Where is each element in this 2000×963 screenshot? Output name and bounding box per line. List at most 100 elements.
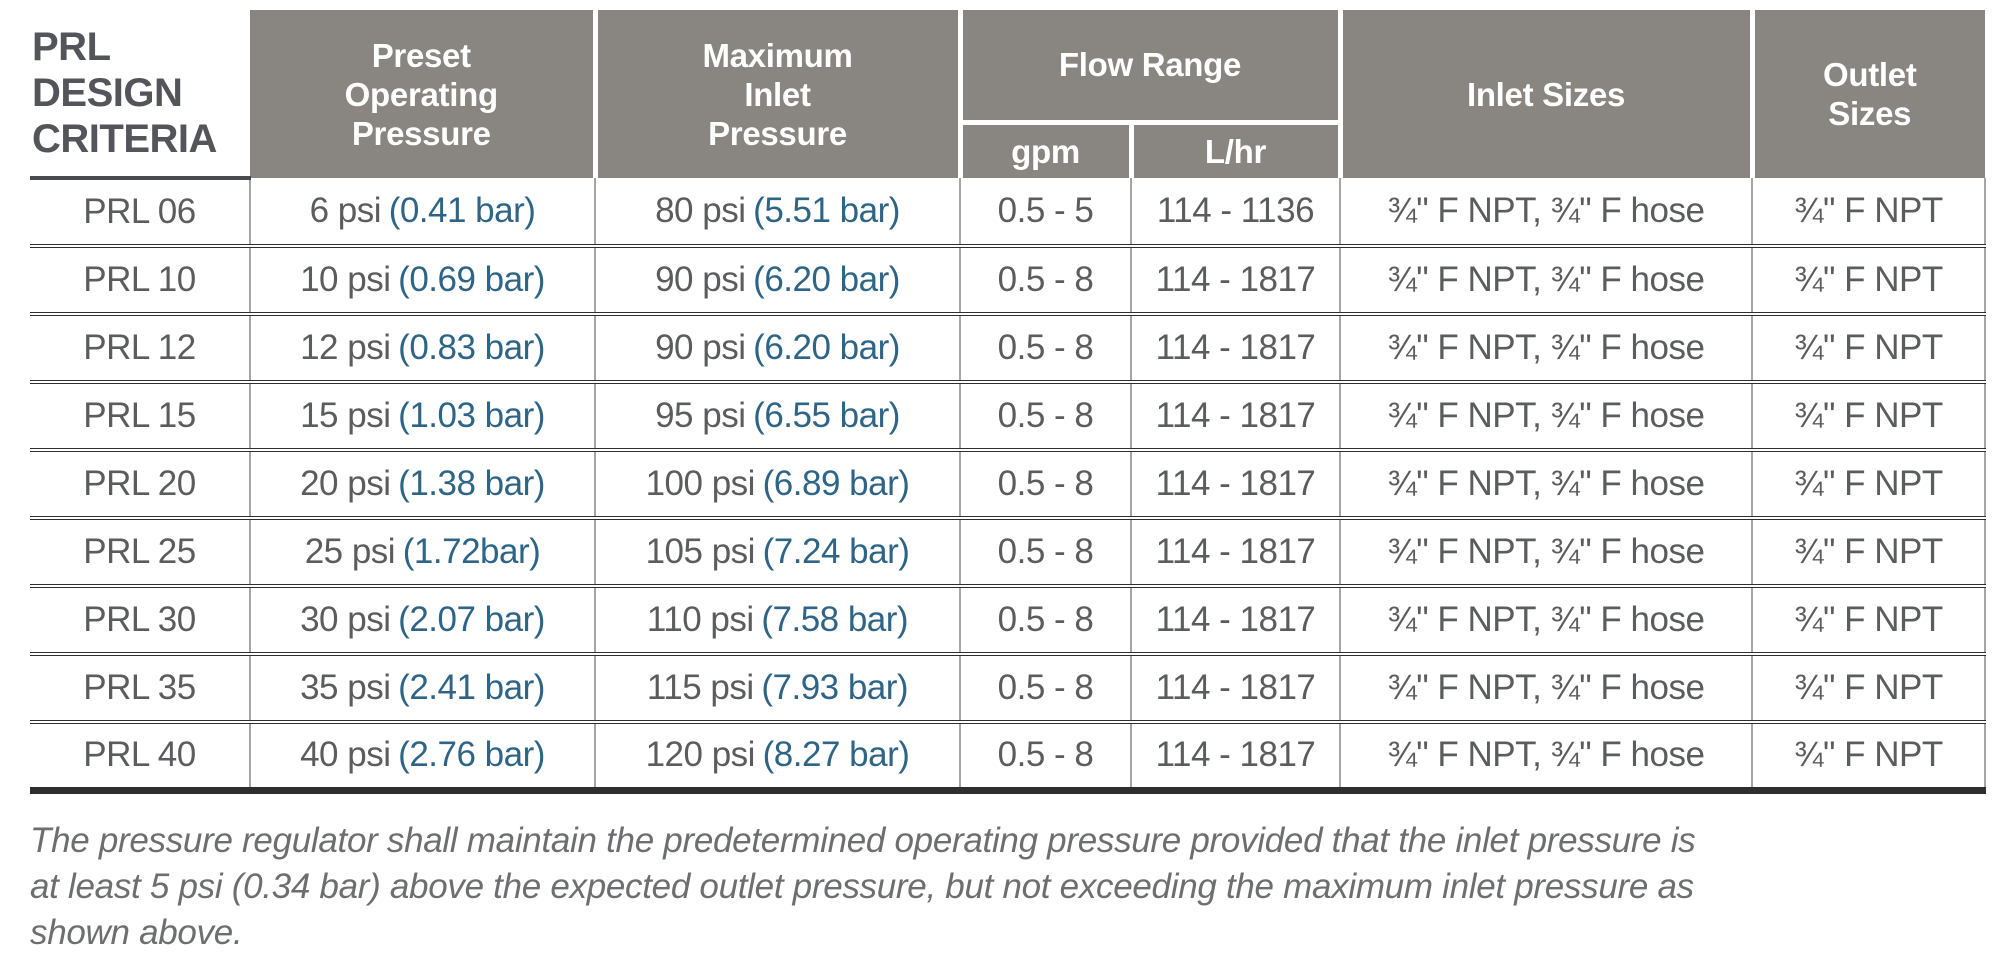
psi-value: 110 psi (646, 600, 754, 639)
flow-gpm-cell: 0.5 - 8 (959, 314, 1131, 384)
flow-lhr-cell: 114 - 1817 (1130, 314, 1340, 384)
table-row: PRL 35 35 psi (2.41 bar) 115 psi (7.93 bar… (30, 654, 1986, 724)
footnote-line: at least 5 psi (0.34 bar) above the expe… (30, 867, 1694, 906)
table-header: PRL DESIGN CRITERIA Preset Operating Pre… (30, 10, 1985, 180)
preset-pressure-cell: 35 psi (2.41 bar) (249, 654, 595, 724)
psi-value: 100 psi (645, 464, 756, 503)
flow-gpm-cell: 0.5 - 8 (959, 450, 1131, 520)
table-title-line: DESIGN (32, 71, 183, 115)
header-line: Operating (344, 75, 498, 113)
flow-lhr-cell: 114 - 1817 (1130, 586, 1340, 656)
outlet-sizes-cell: ¾" F NPT (1751, 586, 1986, 656)
outlet-sizes-cell: ¾" F NPT (1751, 314, 1986, 384)
table-row: PRL 30 30 psi (2.07 bar) 110 psi (7.58 bar… (30, 586, 1986, 656)
preset-pressure-cell: 30 psi (2.07 bar) (249, 586, 595, 656)
bar-value: (6.89 bar) (762, 464, 910, 503)
header-line: Sizes (1828, 95, 1912, 132)
outlet-sizes-cell: ¾" F NPT (1751, 382, 1986, 452)
table-row: PRL 25 25 psi (1.72bar) 105 psi (7.24 bar)… (30, 518, 1986, 588)
model-cell: PRL 20 (30, 450, 250, 520)
preset-pressure-cell: 12 psi (0.83 bar) (249, 314, 595, 384)
flow-gpm-cell: 0.5 - 8 (959, 382, 1131, 452)
max-inlet-pressure-cell: 90 psi (6.20 bar) (594, 314, 960, 384)
psi-value: 6 psi (309, 191, 382, 230)
psi-value: 20 psi (300, 464, 391, 503)
model-cell: PRL 25 (30, 518, 250, 588)
inlet-sizes-cell: ¾" F NPT, ¾" F hose (1339, 246, 1752, 316)
psi-value: 105 psi (645, 532, 756, 571)
table-title-line: PRL (32, 25, 111, 69)
bar-value: (8.27 bar) (762, 735, 910, 775)
psi-value: 25 psi (304, 532, 396, 571)
table-row: PRL 20 20 psi (1.38 bar) 100 psi (6.89 bar… (30, 450, 1986, 520)
model-cell: PRL 15 (30, 382, 250, 452)
psi-value: 40 psi (300, 735, 391, 775)
psi-value: 12 psi (300, 328, 391, 367)
inlet-sizes-cell: ¾" F NPT, ¾" F hose (1339, 178, 1752, 248)
table-row: PRL 12 12 psi (0.83 bar) 90 psi (6.20 bar)… (30, 314, 1986, 384)
outlet-sizes-cell: ¾" F NPT (1751, 654, 1986, 724)
max-inlet-pressure-cell: 80 psi (5.51 bar) (594, 178, 960, 248)
table-title: PRL DESIGN CRITERIA (30, 10, 250, 180)
psi-value: 80 psi (655, 191, 746, 230)
footnote-line: shown above. (30, 913, 243, 952)
bar-value: (6.20 bar) (753, 328, 900, 367)
bar-value: (2.76 bar) (398, 735, 545, 775)
preset-pressure-cell: 20 psi (1.38 bar) (249, 450, 595, 520)
model-cell: PRL 40 (30, 722, 250, 794)
max-inlet-pressure-cell: 110 psi (7.58 bar) (594, 586, 960, 656)
max-inlet-pressure-cell: 95 psi (6.55 bar) (594, 382, 960, 452)
flow-gpm-cell: 0.5 - 8 (959, 722, 1131, 794)
psi-value: 95 psi (655, 396, 746, 435)
flow-gpm-cell: 0.5 - 8 (959, 586, 1131, 656)
header-line: Pressure (351, 114, 491, 152)
column-header-preset-operating-pressure: Preset Operating Pressure (250, 10, 595, 178)
bar-value: (6.55 bar) (753, 396, 900, 435)
outlet-sizes-cell: ¾" F NPT (1751, 450, 1986, 520)
design-criteria-table: PRL DESIGN CRITERIA Preset Operating Pre… (30, 10, 1986, 794)
bar-value: (2.07 bar) (398, 600, 545, 639)
preset-pressure-cell: 6 psi (0.41 bar) (249, 178, 595, 248)
flow-lhr-cell: 114 - 1817 (1130, 518, 1340, 588)
column-header-inlet-sizes: Inlet Sizes (1337, 10, 1752, 178)
max-inlet-pressure-cell: 120 psi (8.27 bar) (594, 722, 960, 794)
inlet-sizes-cell: ¾" F NPT, ¾" F hose (1339, 722, 1752, 794)
flow-lhr-cell: 114 - 1817 (1130, 382, 1340, 452)
psi-value: 10 psi (300, 260, 391, 299)
header-line: Outlet (1822, 56, 1917, 93)
prl-design-criteria-section: PRL DESIGN CRITERIA Preset Operating Pre… (30, 10, 1986, 794)
table-row: PRL 15 15 psi (1.03 bar) 95 psi (6.55 bar)… (30, 382, 1986, 452)
psi-value: 15 psi (300, 396, 391, 435)
psi-value: 90 psi (655, 328, 746, 367)
column-header-flow-range: Flow Range (957, 10, 1340, 125)
flow-gpm-cell: 0.5 - 5 (959, 178, 1131, 248)
bar-value: (2.41 bar) (398, 668, 545, 707)
flow-lhr-cell: 114 - 1817 (1130, 654, 1340, 724)
outlet-sizes-cell: ¾" F NPT (1751, 178, 1986, 248)
column-header-maximum-inlet-pressure: Maximum Inlet Pressure (592, 10, 960, 178)
flow-lhr-cell: 114 - 1136 (1130, 178, 1340, 248)
bar-value: (1.72bar) (402, 532, 541, 571)
bar-value: (7.58 bar) (761, 600, 909, 639)
inlet-sizes-cell: ¾" F NPT, ¾" F hose (1339, 586, 1752, 656)
header-line: Pressure (708, 114, 847, 152)
bar-value: (5.51 bar) (753, 191, 900, 230)
inlet-sizes-cell: ¾" F NPT, ¾" F hose (1339, 314, 1752, 384)
max-inlet-pressure-cell: 100 psi (6.89 bar) (594, 450, 960, 520)
table-title-line: CRITERIA (32, 117, 217, 161)
header-line: Inlet (744, 75, 811, 113)
flow-lhr-cell: 114 - 1817 (1130, 722, 1340, 794)
psi-value: 120 psi (645, 735, 756, 775)
footnote-line: The pressure regulator shall maintain th… (30, 821, 1696, 860)
preset-pressure-cell: 15 psi (1.03 bar) (249, 382, 595, 452)
max-inlet-pressure-cell: 115 psi (7.93 bar) (594, 654, 960, 724)
inlet-sizes-cell: ¾" F NPT, ¾" F hose (1339, 518, 1752, 588)
model-cell: PRL 10 (30, 246, 250, 316)
table-row: PRL 40 40 psi (2.76 bar) 120 psi (8.27 bar… (30, 722, 1986, 794)
bar-value: (0.69 bar) (398, 260, 545, 299)
model-cell: PRL 06 (30, 178, 250, 248)
psi-value: 90 psi (655, 260, 746, 299)
psi-value: 30 psi (300, 600, 391, 639)
model-cell: PRL 12 (30, 314, 250, 384)
bar-value: (1.03 bar) (398, 396, 545, 435)
